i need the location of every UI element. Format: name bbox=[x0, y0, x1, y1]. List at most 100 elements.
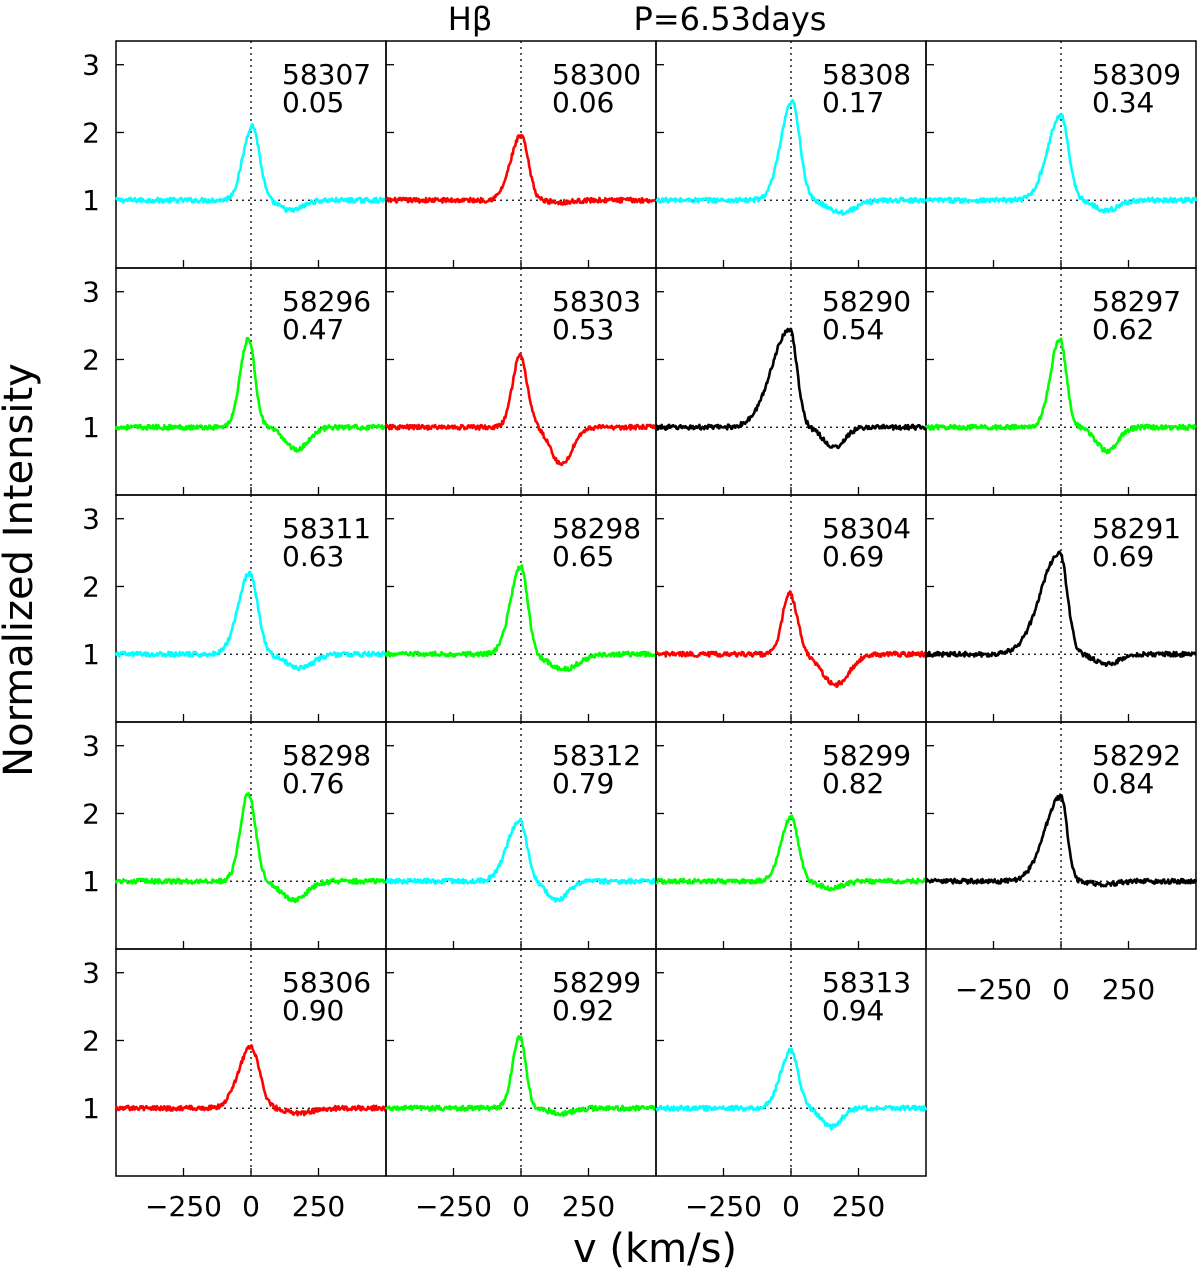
phase-label: 0.84 bbox=[1092, 767, 1154, 800]
y-tick-label: 1 bbox=[82, 638, 100, 671]
mjd-label: 58313 bbox=[822, 966, 911, 999]
y-tick-label: 2 bbox=[82, 797, 100, 830]
phase-label: 0.69 bbox=[1092, 540, 1154, 573]
phase-label: 0.69 bbox=[822, 540, 884, 573]
y-tick-label: 2 bbox=[82, 343, 100, 376]
x-tick-label: 0 bbox=[782, 1190, 800, 1223]
y-tick-label: 2 bbox=[82, 116, 100, 149]
spectrum-line-red bbox=[385, 133, 657, 206]
x-tick-label: −250 bbox=[685, 1190, 762, 1223]
phase-label: 0.54 bbox=[822, 313, 884, 346]
spectrum-line-cyan bbox=[114, 123, 388, 213]
mjd-label: 58306 bbox=[282, 966, 371, 999]
x-axis-label: v (km/s) bbox=[573, 1226, 737, 1272]
title-period: P=6.53days bbox=[634, 0, 827, 38]
spectrum-line-cyan bbox=[655, 99, 928, 216]
mjd-label: 58309 bbox=[1092, 58, 1181, 91]
x-tick-label: 250 bbox=[562, 1190, 615, 1223]
spectrum-line-black bbox=[924, 793, 1198, 888]
phase-label: 0.05 bbox=[282, 86, 344, 119]
mjd-label: 58312 bbox=[552, 739, 641, 772]
phase-label: 0.79 bbox=[552, 767, 614, 800]
x-tick-label: −250 bbox=[145, 1190, 222, 1223]
y-tick-label: 1 bbox=[82, 184, 100, 217]
y-tick-label: 3 bbox=[82, 503, 100, 536]
y-tick-label: 2 bbox=[82, 1024, 100, 1057]
y-tick-label: 3 bbox=[82, 730, 100, 763]
mjd-label: 58299 bbox=[822, 739, 911, 772]
spectrum-line-green bbox=[384, 564, 658, 673]
phase-label: 0.63 bbox=[282, 540, 344, 573]
mjd-label: 58300 bbox=[552, 58, 641, 91]
phase-label: 0.06 bbox=[552, 86, 614, 119]
y-tick-label: 1 bbox=[82, 1092, 100, 1125]
spectrum-line-green bbox=[924, 337, 1197, 455]
phase-label: 0.17 bbox=[822, 86, 884, 119]
phase-label: 0.53 bbox=[552, 313, 614, 346]
spectrum-line-cyan bbox=[655, 1047, 928, 1131]
spectrum-line-red bbox=[114, 1044, 388, 1117]
spectrum-line-green bbox=[384, 1035, 657, 1117]
x-tick-label: 0 bbox=[512, 1190, 530, 1223]
phase-label: 0.92 bbox=[552, 994, 614, 1027]
mjd-label: 58303 bbox=[552, 285, 641, 318]
phase-label: 0.94 bbox=[822, 994, 884, 1027]
phase-label: 0.34 bbox=[1092, 86, 1154, 119]
spectrum-line-red bbox=[385, 352, 658, 467]
x-tick-label: 250 bbox=[832, 1190, 885, 1223]
spectrum-line-red bbox=[655, 590, 927, 689]
x-tick-label: 250 bbox=[1102, 973, 1155, 1006]
y-axis-label: Normalized Intensity bbox=[0, 363, 42, 777]
y-tick-label: 3 bbox=[82, 957, 100, 990]
mjd-label: 58291 bbox=[1092, 512, 1181, 545]
panel-grid: 123 583070.05583000.06583080.17583090.341… bbox=[82, 40, 1198, 1223]
phase-label: 0.47 bbox=[282, 313, 344, 346]
spectrum-line-green bbox=[114, 336, 387, 453]
phase-label: 0.90 bbox=[282, 994, 344, 1027]
mjd-label: 58298 bbox=[282, 739, 371, 772]
mjd-label: 58311 bbox=[282, 512, 371, 545]
x-tick-label: 0 bbox=[242, 1190, 260, 1223]
y-tick-label: 1 bbox=[82, 411, 100, 444]
mjd-label: 58297 bbox=[1092, 285, 1181, 318]
figure-title: Hβ P=6.53days bbox=[448, 0, 827, 38]
spectrum-line-cyan bbox=[924, 113, 1198, 214]
title-line: Hβ bbox=[448, 0, 492, 38]
y-tick-label: 3 bbox=[82, 276, 100, 309]
mjd-label: 58308 bbox=[822, 58, 911, 91]
y-tick-label: 2 bbox=[82, 570, 100, 603]
spectrum-line-cyan bbox=[114, 570, 388, 672]
spectrum-line-cyan bbox=[384, 818, 658, 903]
mjd-label: 58304 bbox=[822, 512, 911, 545]
mjd-label: 58296 bbox=[282, 285, 371, 318]
phase-label: 0.65 bbox=[552, 540, 614, 573]
phase-label: 0.62 bbox=[1092, 313, 1154, 346]
y-tick-label: 3 bbox=[82, 49, 100, 82]
phase-label: 0.76 bbox=[282, 767, 344, 800]
spectrum-line-green bbox=[114, 792, 388, 904]
x-tick-label: −250 bbox=[955, 973, 1032, 1006]
spectrum-line-black bbox=[924, 550, 1197, 667]
mjd-label: 58292 bbox=[1092, 739, 1181, 772]
phase-label: 0.82 bbox=[822, 767, 884, 800]
x-tick-label: 0 bbox=[1052, 973, 1070, 1006]
spectrum-line-green bbox=[655, 814, 927, 892]
